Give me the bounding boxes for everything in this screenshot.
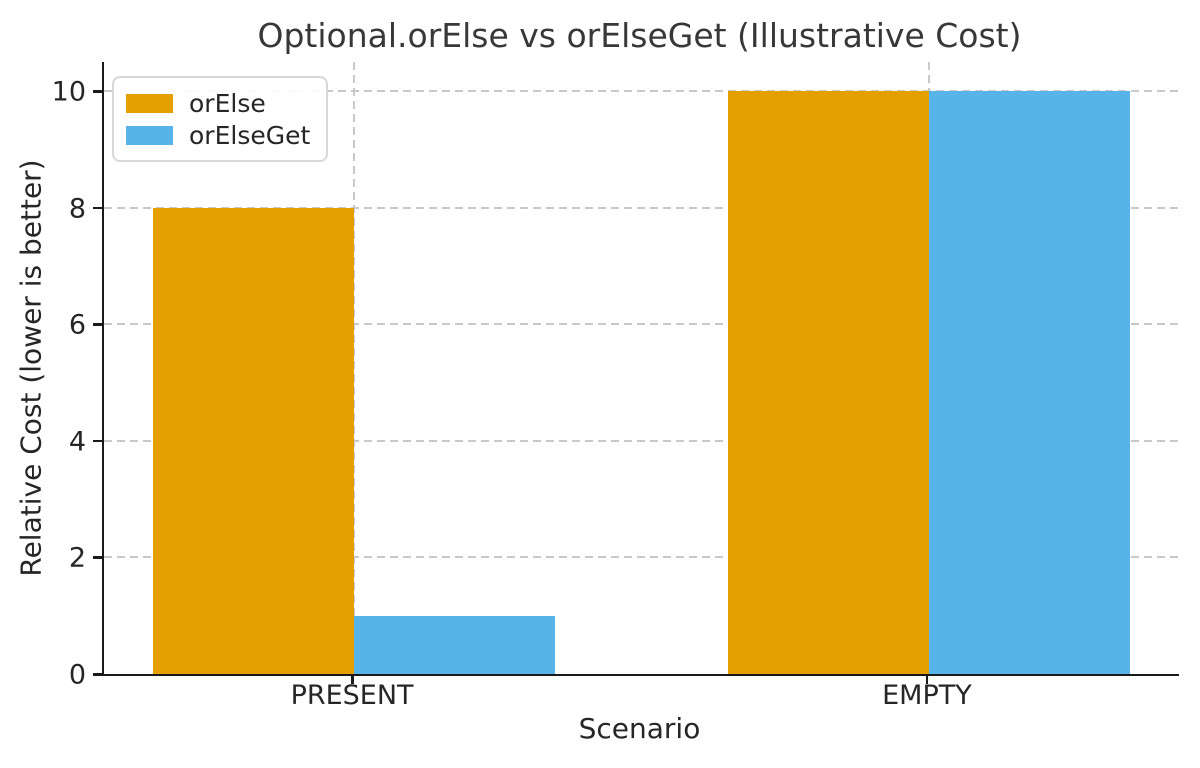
legend-item-orElse: orElse — [126, 87, 310, 119]
y-gridline — [104, 206, 1179, 209]
y-tick-mark — [93, 673, 102, 676]
x-tick-label: EMPTY — [882, 680, 972, 711]
chart-title: Optional.orElse vs orElseGet (Illustrati… — [257, 16, 1022, 55]
y-gridline — [104, 556, 1179, 559]
y-tick-mark — [93, 323, 102, 326]
y-gridline — [104, 90, 1179, 93]
x-tick-mark — [351, 676, 354, 684]
legend-swatch-orElseGet — [126, 125, 173, 145]
y-tick-label: 0 — [68, 659, 86, 691]
x-gridline — [353, 62, 356, 674]
y-tick-label: 6 — [68, 309, 86, 341]
legend-label: orElse — [189, 88, 266, 118]
bar-orElseGet-present — [354, 615, 556, 674]
x-tick-label: PRESENT — [290, 680, 414, 711]
x-axis-label: Scenario — [578, 712, 701, 745]
bar-orElseGet-empty — [928, 91, 1131, 674]
legend-label: orElseGet — [189, 120, 311, 150]
y-gridline — [104, 323, 1179, 326]
y-tick-label: 4 — [68, 426, 86, 458]
y-tick-label: 8 — [68, 193, 86, 225]
bar-orElse-present — [152, 207, 355, 674]
y-gridline — [104, 439, 1179, 442]
y-tick-label: 10 — [51, 76, 86, 108]
y-tick-mark — [93, 439, 102, 443]
legend-swatch-orElse — [126, 93, 173, 113]
bar-orElse-empty — [727, 91, 929, 674]
y-axis-label: Relative Cost (lower is better) — [14, 159, 48, 577]
x-tick-mark — [925, 676, 929, 684]
y-tick-mark — [93, 206, 102, 210]
plot-area — [102, 62, 1179, 676]
y-tick-mark — [93, 90, 102, 93]
legend: orElse orElseGet — [112, 76, 329, 162]
y-tick-mark — [93, 556, 102, 559]
y-tick-label: 2 — [68, 542, 86, 574]
legend-item-orElseGet: orElseGet — [126, 119, 310, 151]
